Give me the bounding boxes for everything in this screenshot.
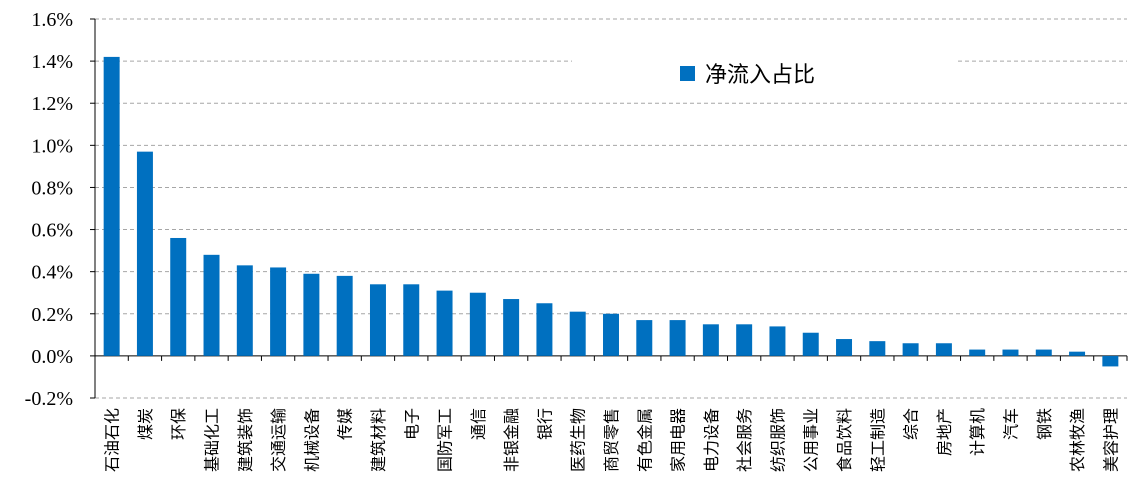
legend-label: 净流入占比 xyxy=(705,63,815,88)
x-tick-label: 社会服务 xyxy=(735,408,754,472)
bar xyxy=(669,320,686,356)
bar xyxy=(203,254,220,356)
x-tick-label: 机械设备 xyxy=(302,408,321,472)
y-tick-label: 1.2% xyxy=(31,93,73,115)
bar xyxy=(469,292,486,356)
bar xyxy=(503,299,520,356)
x-tick-label: 计算机 xyxy=(968,408,987,456)
y-tick-label: 0.8% xyxy=(31,177,73,199)
x-tick-label: 煤炭 xyxy=(136,408,155,440)
bar xyxy=(1102,355,1119,367)
legend-background xyxy=(572,44,958,100)
bar xyxy=(303,273,320,356)
bar xyxy=(736,324,753,356)
bar xyxy=(536,303,553,356)
x-tick-label: 纺织服饰 xyxy=(768,408,787,472)
x-tick-label: 环保 xyxy=(169,408,188,440)
bar xyxy=(136,151,153,356)
y-tick-label: 0.0% xyxy=(31,346,73,368)
bar xyxy=(436,290,453,356)
bar xyxy=(170,237,187,356)
bar xyxy=(969,349,986,356)
x-tick-label: 家用电器 xyxy=(669,408,688,472)
x-tick-label: 石油石化 xyxy=(103,408,122,472)
y-tick-label: 0.4% xyxy=(31,262,73,284)
bar xyxy=(369,284,386,356)
x-tick-label: 非银金融 xyxy=(502,408,521,472)
x-tick-label: 电子 xyxy=(402,408,421,440)
x-tick-label: 商贸零售 xyxy=(602,408,621,472)
x-tick-label: 钢铁 xyxy=(1035,408,1054,440)
x-tick-label: 汽车 xyxy=(1001,408,1020,440)
x-tick-label: 电力设备 xyxy=(702,408,721,472)
y-tick-label: 1.0% xyxy=(31,135,73,157)
bar xyxy=(103,56,120,356)
bar xyxy=(569,311,586,356)
y-tick-label: 0.6% xyxy=(31,220,73,242)
bar xyxy=(403,284,420,356)
x-tick-label: 建筑材料 xyxy=(369,408,388,472)
y-tick-label: -0.2% xyxy=(25,388,73,410)
x-tick-label: 通信 xyxy=(469,408,488,440)
bar xyxy=(902,343,919,356)
bar xyxy=(603,313,619,356)
x-tick-label: 综合 xyxy=(902,408,921,440)
bar xyxy=(1069,351,1086,356)
bar xyxy=(270,267,287,356)
legend-swatch xyxy=(680,66,695,81)
bar xyxy=(935,343,952,356)
y-tick-labels: -0.2% 0.0% 0.2% 0.4% 0.6% 0.8% 1.0% 1.2% 1.4% 1.6… xyxy=(25,9,73,410)
x-tick-label: 农林牧渔 xyxy=(1068,408,1087,472)
bar xyxy=(336,275,353,356)
legend: 净流入占比 xyxy=(572,44,958,100)
x-tick-label: 基础化工 xyxy=(203,408,222,472)
x-tick-label: 房地产 xyxy=(935,408,954,456)
bar xyxy=(836,339,853,356)
bar xyxy=(236,265,253,356)
category-labels: 石油石化 煤炭 环保 基础化工 建筑装饰 交通运输 机械设备 传媒 建筑材料 电子 国防军工 通信 非银… xyxy=(103,408,1121,472)
bar xyxy=(869,341,886,356)
x-tick-label: 美容护理 xyxy=(1101,408,1120,472)
x-tick-label: 交通运输 xyxy=(269,408,288,472)
bar xyxy=(769,326,786,356)
bar xyxy=(802,332,819,356)
x-tick-label: 建筑装饰 xyxy=(236,408,255,472)
y-tick-label: 1.6% xyxy=(31,9,73,31)
bar xyxy=(1002,349,1019,356)
x-tick-label: 公用事业 xyxy=(802,408,821,472)
x-tick-label: 医药生物 xyxy=(569,408,588,472)
x-tick-label: 银行 xyxy=(535,408,554,440)
x-tick-label: 国防军工 xyxy=(436,408,455,472)
bar xyxy=(1035,349,1052,356)
x-tick-label: 轻工制造 xyxy=(868,408,887,472)
bars xyxy=(103,56,1119,367)
grid-lines xyxy=(95,18,1127,399)
x-tick-label: 传媒 xyxy=(336,408,355,440)
x-tick-label: 有色金属 xyxy=(635,408,654,472)
x-tick-label: 食品饮料 xyxy=(835,408,854,472)
bar xyxy=(636,320,653,356)
bar xyxy=(702,324,719,356)
y-tick-label: 1.4% xyxy=(31,51,73,73)
y-tick-label: 0.2% xyxy=(31,304,73,326)
